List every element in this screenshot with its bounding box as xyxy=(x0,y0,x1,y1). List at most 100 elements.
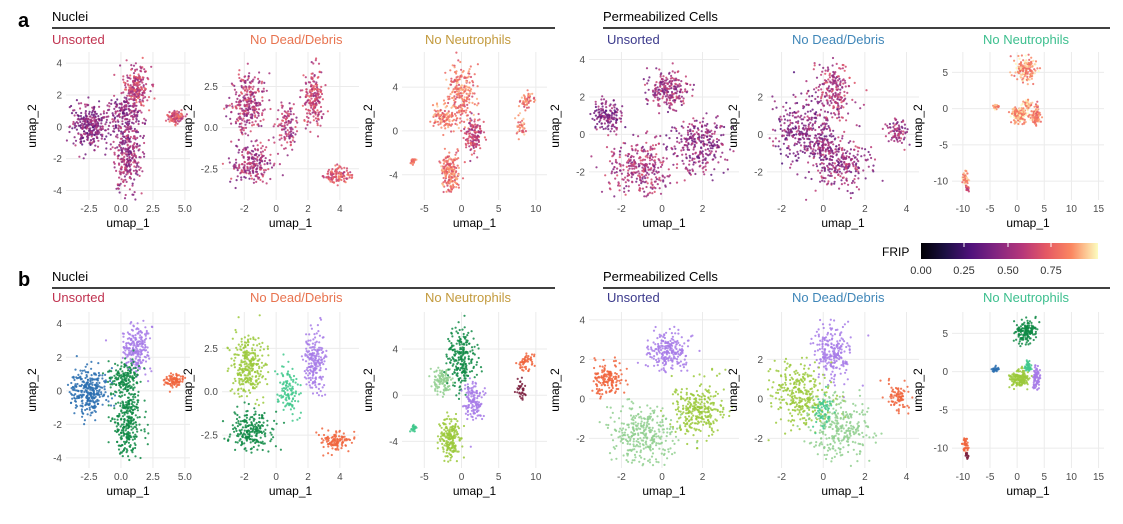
cell-point xyxy=(135,62,137,64)
cell-point xyxy=(130,163,132,165)
cell-point xyxy=(856,158,858,160)
cell-point xyxy=(139,90,141,92)
cell-point xyxy=(611,162,613,164)
cell-point xyxy=(251,94,253,96)
cell-point xyxy=(645,195,647,197)
cell-point xyxy=(134,89,136,91)
cell-point xyxy=(898,134,900,136)
cell-point xyxy=(789,119,791,121)
cell-point xyxy=(667,91,669,93)
cell-point xyxy=(103,110,105,112)
cell-point xyxy=(839,140,841,142)
cell-point xyxy=(709,145,711,147)
cell-point xyxy=(839,175,841,177)
cell-point xyxy=(672,70,674,72)
cell-point xyxy=(886,125,888,127)
cell-point xyxy=(694,120,696,122)
cell-point xyxy=(693,161,695,163)
cell-point xyxy=(296,122,298,124)
cell-point xyxy=(252,88,254,90)
cell-point xyxy=(268,99,270,101)
cell-point xyxy=(116,103,118,105)
cell-point xyxy=(79,107,81,109)
cell-point xyxy=(1022,70,1024,72)
cell-point xyxy=(663,143,665,145)
cell-point xyxy=(127,148,129,150)
cell-point xyxy=(89,129,91,131)
cell-point xyxy=(780,153,782,155)
cell-point xyxy=(285,133,287,135)
cell-point xyxy=(135,114,137,116)
cell-point xyxy=(612,168,614,170)
cell-point xyxy=(138,120,140,122)
cell-point xyxy=(517,114,519,116)
cell-point xyxy=(83,118,85,120)
cell-point xyxy=(849,153,851,155)
cell-point xyxy=(789,153,791,155)
cell-point xyxy=(826,128,828,130)
cell-point xyxy=(846,155,848,157)
cell-point xyxy=(595,103,597,105)
cell-point xyxy=(235,187,237,189)
cell-point xyxy=(80,124,82,126)
cell-point xyxy=(235,121,237,123)
cell-point xyxy=(644,92,646,94)
cell-point xyxy=(121,166,123,168)
cell-point xyxy=(90,121,92,123)
cell-point xyxy=(1032,83,1034,85)
cell-point xyxy=(104,154,106,156)
cell-point xyxy=(125,135,127,137)
cell-point xyxy=(714,156,716,158)
cell-point xyxy=(274,123,276,125)
x-axis-label: umap_1 xyxy=(1006,216,1050,230)
cell-point xyxy=(262,119,264,121)
cell-point xyxy=(837,174,839,176)
cell-point xyxy=(620,147,622,149)
cell-point xyxy=(260,142,262,144)
cell-point xyxy=(259,168,261,170)
cell-point xyxy=(120,147,122,149)
cell-point xyxy=(78,156,80,158)
cell-point xyxy=(251,121,253,123)
cell-point xyxy=(845,179,847,181)
cell-point xyxy=(133,152,135,154)
cell-point xyxy=(251,178,253,180)
cell-point xyxy=(657,183,659,185)
group-title-perm-a: Permeabilized Cells xyxy=(603,9,718,24)
cell-point xyxy=(331,171,333,173)
cell-point xyxy=(647,177,649,179)
cell-point xyxy=(455,115,457,117)
cell-point xyxy=(104,138,106,140)
cell-point xyxy=(247,113,249,115)
cell-point xyxy=(666,99,668,101)
cell-point xyxy=(446,185,448,187)
cell-point xyxy=(455,171,457,173)
cell-point xyxy=(458,78,460,80)
cell-point xyxy=(889,123,891,125)
cell-point xyxy=(454,91,456,93)
cell-point xyxy=(287,110,289,112)
cell-point xyxy=(129,171,131,173)
cell-point xyxy=(97,115,99,117)
cell-point xyxy=(676,95,678,97)
cell-point xyxy=(1022,80,1024,82)
cell-point xyxy=(836,160,838,162)
cell-point xyxy=(830,172,832,174)
cell-point xyxy=(681,154,683,156)
cell-point xyxy=(1022,77,1024,79)
cell-point xyxy=(836,63,838,65)
cell-point xyxy=(149,90,151,92)
x-tick-label: 10 xyxy=(1066,204,1078,215)
y-tick-label: -2 xyxy=(576,167,585,178)
cell-point xyxy=(96,137,98,139)
cell-point xyxy=(136,137,138,139)
cell-point xyxy=(133,65,135,67)
cell-point xyxy=(827,147,829,149)
cell-point xyxy=(807,145,809,147)
cell-point xyxy=(462,89,464,91)
cell-point xyxy=(85,110,87,112)
cell-point xyxy=(782,106,784,108)
subplot-title: No Neutrophils xyxy=(425,32,511,47)
cell-point xyxy=(827,119,829,121)
cell-point xyxy=(129,126,131,128)
